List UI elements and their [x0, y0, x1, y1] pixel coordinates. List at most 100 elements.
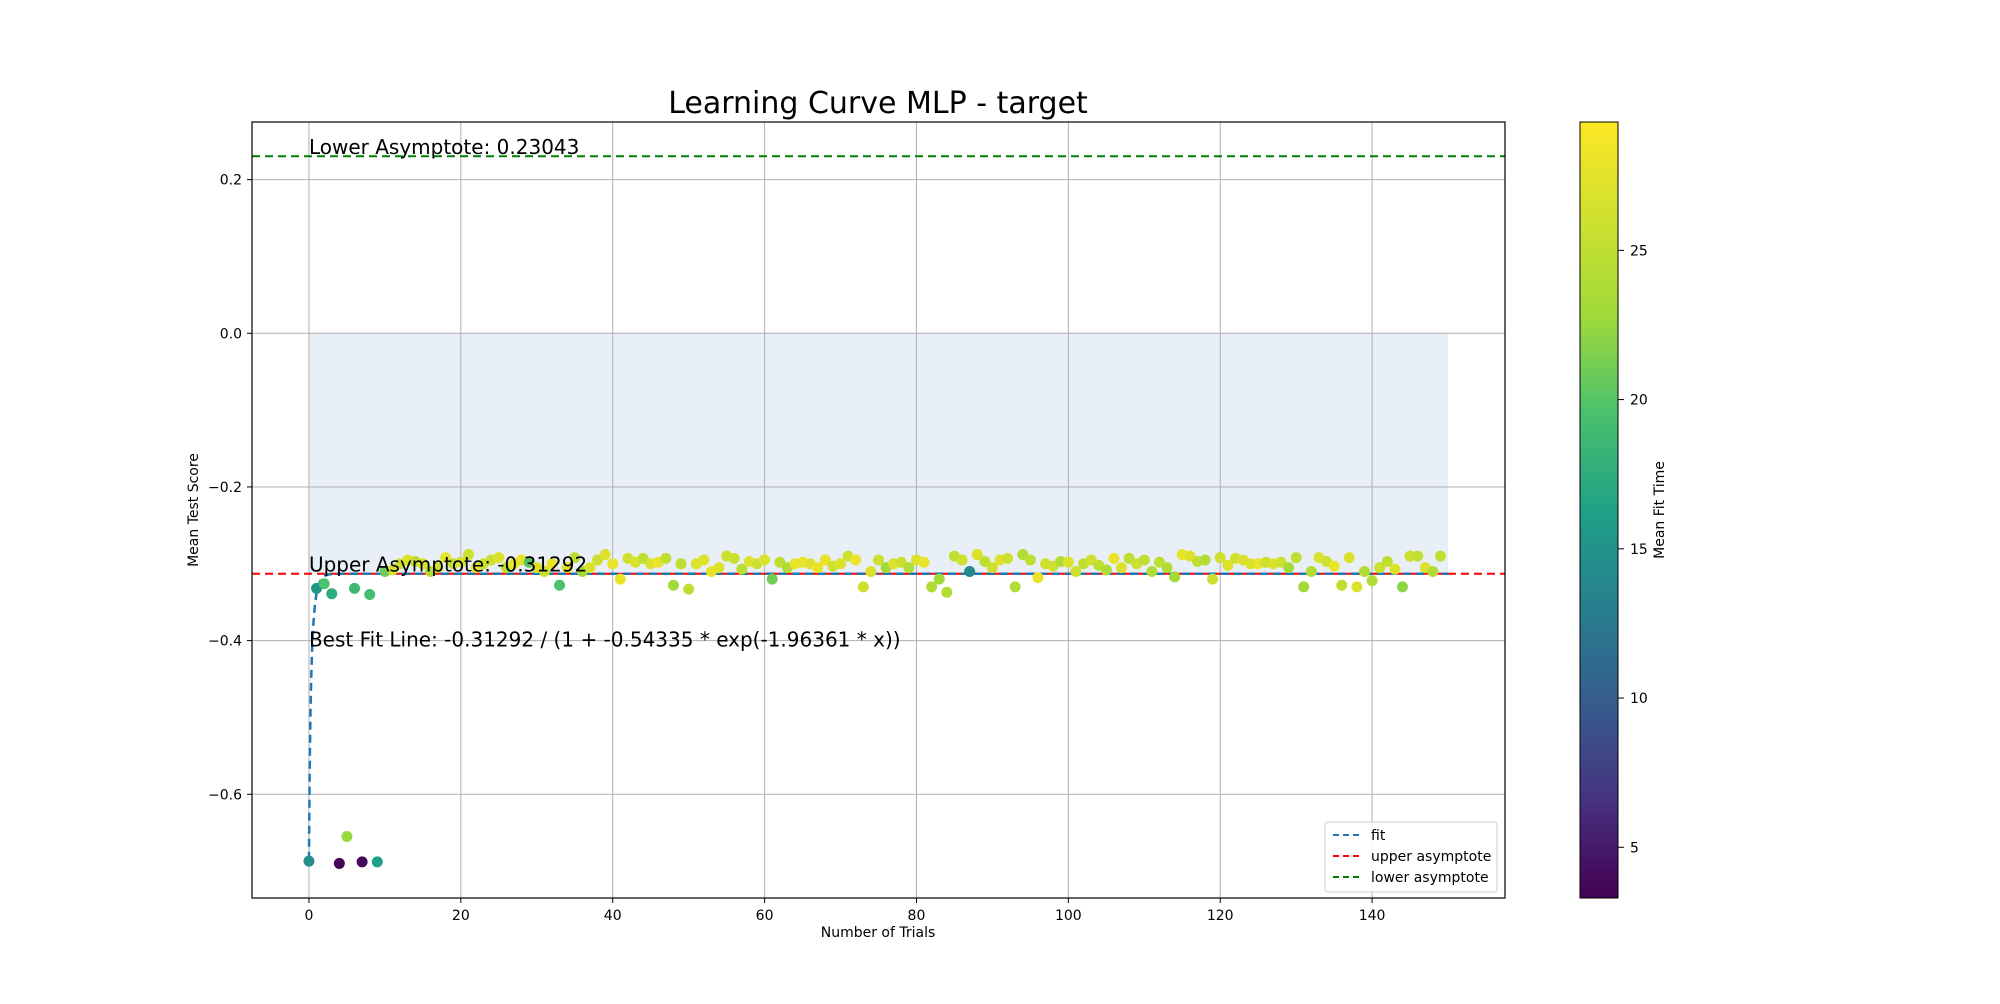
- colorbar-label: Mean Fit Time: [1652, 461, 1668, 559]
- data-point: [440, 552, 452, 564]
- data-point: [835, 558, 847, 570]
- data-point: [1283, 562, 1295, 574]
- data-point: [1396, 581, 1408, 593]
- data-point: [364, 589, 376, 601]
- data-point: [956, 554, 968, 566]
- data-point: [1434, 550, 1446, 562]
- data-point: [1351, 581, 1363, 593]
- data-point: [1017, 549, 1029, 561]
- data-point: [986, 562, 998, 574]
- colorbar-ticks: 5 10 15 20 25: [1618, 243, 1648, 856]
- chart-title: Learning Curve MLP - target: [668, 86, 1088, 121]
- data-point: [523, 556, 535, 568]
- y-tick-label: 0.0: [220, 326, 242, 342]
- data-point: [318, 578, 330, 590]
- y-tick-label: 0.2: [220, 173, 242, 189]
- legend: fit upper asymptote lower asymptote: [1324, 821, 1498, 893]
- data-point: [1100, 564, 1112, 576]
- data-point: [941, 586, 953, 598]
- annotations: Lower Asymptote: 0.23043 Upper Asymptote:…: [309, 135, 901, 651]
- data-point: [614, 573, 626, 585]
- x-tick-label: 0: [304, 908, 313, 924]
- data-point: [926, 581, 938, 593]
- data-point: [303, 855, 315, 867]
- colorbar-tick-label: 10: [1630, 691, 1648, 707]
- colorbar: 5 10 15 20 25 Mean Fit Time: [1579, 121, 1668, 899]
- data-point: [683, 583, 695, 595]
- data-point: [728, 552, 740, 564]
- data-point: [538, 565, 550, 577]
- data-point: [607, 558, 619, 570]
- data-point: [417, 558, 429, 570]
- data-point: [1298, 581, 1310, 593]
- data-point: [1070, 565, 1082, 577]
- data-point: [1169, 571, 1181, 583]
- data-point: [759, 554, 771, 566]
- data-point: [667, 579, 679, 591]
- colorbar-tick-label: 5: [1630, 840, 1639, 856]
- colorbar-tick-label: 20: [1630, 393, 1648, 409]
- data-point: [895, 556, 907, 568]
- y-tick-label: −0.4: [208, 634, 242, 650]
- data-point: [493, 552, 505, 564]
- data-point: [561, 562, 573, 574]
- data-point: [592, 554, 604, 566]
- x-tick-label: 80: [908, 908, 926, 924]
- data-point: [584, 562, 596, 574]
- y-tick-label: −0.2: [208, 480, 242, 496]
- data-point: [1427, 565, 1439, 577]
- data-point: [1009, 581, 1021, 593]
- data-point: [637, 552, 649, 564]
- data-point: [349, 582, 361, 594]
- data-point: [1024, 554, 1036, 566]
- legend-lower-label: lower asymptote: [1371, 870, 1489, 886]
- data-point: [964, 565, 976, 577]
- data-point: [432, 562, 444, 574]
- data-point: [971, 549, 983, 561]
- data-point: [819, 554, 831, 566]
- x-tick-label: 140: [1359, 908, 1386, 924]
- data-point: [933, 573, 945, 585]
- y-tick-label: −0.6: [208, 787, 242, 803]
- data-point: [1374, 562, 1386, 574]
- y-axis-ticks: −0.6 −0.4 −0.2 0.0 0.2: [208, 173, 252, 803]
- annotation-text: Lower Asymptote: 0.23043: [309, 135, 579, 159]
- x-tick-label: 120: [1207, 908, 1234, 924]
- legend-upper-label: upper asymptote: [1371, 849, 1491, 865]
- data-point: [1245, 558, 1257, 570]
- data-point: [698, 554, 710, 566]
- data-point: [736, 563, 748, 575]
- data-point: [766, 573, 778, 585]
- data-point: [1146, 565, 1158, 577]
- data-point: [1116, 562, 1128, 574]
- x-tick-label: 20: [452, 908, 470, 924]
- data-point: [903, 562, 915, 574]
- data-point: [1138, 554, 1150, 566]
- data-point: [660, 552, 672, 564]
- legend-fit-label: fit: [1371, 828, 1386, 844]
- data-point: [1389, 563, 1401, 575]
- data-point: [1207, 573, 1219, 585]
- colorbar-gradient: [1579, 121, 1619, 899]
- annotation-text: Best Fit Line: -0.31292 / (1 + -0.54335 …: [309, 627, 901, 651]
- data-point: [1381, 555, 1393, 567]
- data-point: [1214, 552, 1226, 564]
- data-point: [341, 831, 353, 843]
- data-point: [326, 588, 338, 600]
- data-point: [1404, 550, 1416, 562]
- reference-lines: [252, 155, 1505, 860]
- data-point: [371, 856, 383, 868]
- data-point: [1123, 552, 1135, 564]
- data-point: [569, 552, 581, 564]
- y-axis-label: Mean Test Score: [186, 453, 202, 567]
- data-point: [675, 558, 687, 570]
- data-point: [1305, 565, 1317, 577]
- plot-area: Lower Asymptote: 0.23043 Upper Asymptote:…: [208, 121, 1506, 924]
- data-point: [857, 581, 869, 593]
- scatter-points: [303, 549, 1446, 869]
- x-axis-label: Number of Trials: [821, 925, 936, 941]
- x-tick-label: 60: [756, 908, 774, 924]
- data-point: [386, 564, 398, 576]
